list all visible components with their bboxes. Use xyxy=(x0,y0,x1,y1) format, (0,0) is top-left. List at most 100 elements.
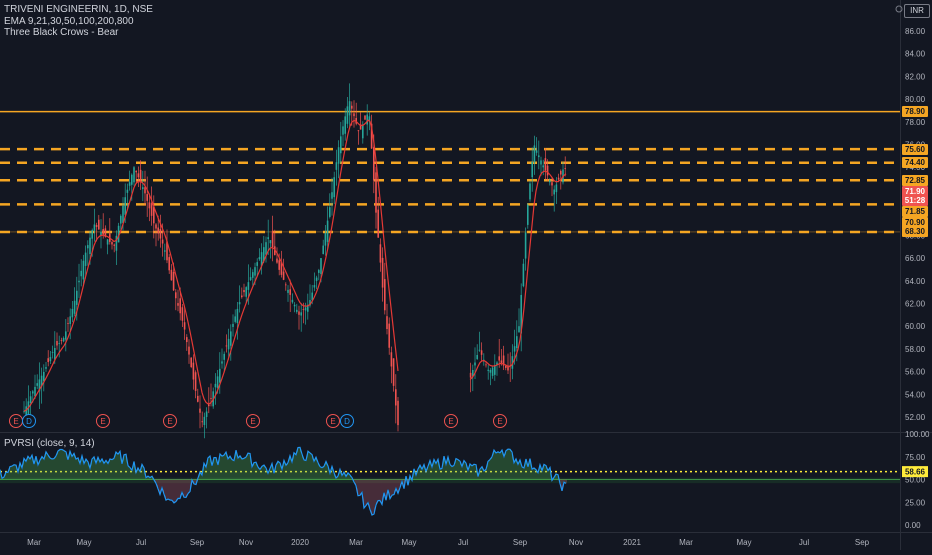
candle-body xyxy=(276,258,278,263)
earnings-marker[interactable]: E xyxy=(163,414,177,428)
candle-body xyxy=(159,228,162,239)
candle-body xyxy=(249,277,252,281)
ema-line xyxy=(23,119,567,412)
marker-label: E xyxy=(330,417,335,426)
candle-body xyxy=(377,209,379,238)
ema-legend[interactable]: EMA 9,21,30,50,100,200,800 xyxy=(4,15,134,27)
candle-body xyxy=(370,123,373,149)
candle-body xyxy=(122,205,124,223)
candle-body xyxy=(520,294,522,334)
time-tick: Sep xyxy=(855,538,870,547)
candle-body xyxy=(87,245,89,249)
candle-body xyxy=(335,162,338,170)
marker-circle xyxy=(96,414,110,428)
candle-body xyxy=(368,116,371,122)
candle-body xyxy=(260,252,263,267)
earnings-marker[interactable]: E xyxy=(246,414,260,428)
dividend-marker[interactable]: D xyxy=(340,414,354,428)
time-tick: Mar xyxy=(27,538,41,547)
candle-body xyxy=(133,167,135,183)
candle-body xyxy=(381,257,384,288)
candle-body xyxy=(472,369,474,377)
candle-body xyxy=(366,114,368,125)
candle-body xyxy=(516,336,518,349)
candle-body xyxy=(164,250,166,252)
time-tick: Nov xyxy=(239,538,253,547)
time-tick: Nov xyxy=(569,538,583,547)
indicator-legend[interactable]: PVRSI (close, 9, 14) xyxy=(4,438,95,449)
candle-body xyxy=(282,271,285,280)
candle-body xyxy=(342,126,344,135)
candle-body xyxy=(478,349,481,351)
price-tick: 66.00 xyxy=(905,254,926,263)
candle-body xyxy=(291,299,294,303)
candle-body xyxy=(285,284,287,286)
price-tick: 86.00 xyxy=(905,27,926,36)
candle-body xyxy=(179,298,181,314)
price-tick: 78.00 xyxy=(905,118,926,127)
candle-body xyxy=(551,182,553,186)
candle-body xyxy=(351,105,353,109)
candle-body xyxy=(78,280,80,283)
time-axis: Mar May Jul Sep Nov 2020 Mar May Jul Sep Nov 2021 Ma… xyxy=(27,538,870,547)
price-tick: 54.00 xyxy=(905,390,926,399)
symbol-title[interactable]: TRIVENI ENGINEERIN, 1D, NSE xyxy=(4,4,153,15)
earnings-marker[interactable]: E xyxy=(326,414,340,428)
marker-label: E xyxy=(448,417,453,426)
time-tick: 2020 xyxy=(291,538,309,547)
candle-body xyxy=(513,346,516,352)
chart-legend: TRIVENI ENGINEERIN, 1D, NSE EMA 9,21,30,… xyxy=(4,4,153,39)
candle-body xyxy=(245,287,247,297)
candle-body xyxy=(359,124,362,130)
time-tick: Sep xyxy=(190,538,205,547)
candle-body xyxy=(161,239,164,244)
price-tick: 80.00 xyxy=(905,95,926,104)
candle-body xyxy=(258,257,261,260)
candle-body xyxy=(113,244,115,246)
pattern-legend[interactable]: Three Black Crows - Bear xyxy=(4,27,119,38)
earnings-marker[interactable]: E xyxy=(493,414,507,428)
gear-icon xyxy=(895,5,903,13)
candle-body xyxy=(25,406,27,416)
candle-body xyxy=(234,316,236,322)
marker-circle xyxy=(493,414,507,428)
marker-label: E xyxy=(100,417,105,426)
candle-body xyxy=(357,130,360,132)
candle-body xyxy=(340,136,342,154)
candle-body xyxy=(311,292,313,301)
candle-body xyxy=(139,169,142,183)
candle-body xyxy=(131,174,133,185)
earnings-marker[interactable]: E xyxy=(9,414,23,428)
currency-badge[interactable]: INR xyxy=(904,4,930,18)
candle-body xyxy=(502,355,505,366)
candle-body xyxy=(322,245,324,254)
osc-level-badge: 58.66 xyxy=(902,466,928,478)
price-tick: 52.00 xyxy=(905,413,926,422)
price-badge: 74.40 xyxy=(902,157,928,169)
candle-body xyxy=(135,170,137,173)
candle-body xyxy=(128,182,131,186)
candle-body xyxy=(267,237,269,240)
earnings-marker[interactable]: E xyxy=(96,414,110,428)
gear-circle xyxy=(895,5,903,13)
candle-body xyxy=(535,150,538,153)
candle-body xyxy=(243,290,245,293)
time-tick: 2021 xyxy=(623,538,641,547)
price-tick: 56.00 xyxy=(905,368,926,377)
candle-body xyxy=(362,124,364,139)
oscillator-pane: 100.00 75.00 50.00 25.00 0.00 58.66 xyxy=(0,430,930,530)
candle-body xyxy=(546,165,549,176)
osc-tick: 50.00 xyxy=(905,476,926,485)
candle-body xyxy=(529,183,531,200)
candle-body xyxy=(324,233,327,246)
candle-body xyxy=(329,207,331,217)
candle-body xyxy=(353,113,355,117)
dividend-marker[interactable]: D xyxy=(22,414,36,428)
candle-body xyxy=(557,177,560,180)
candle-body xyxy=(150,203,153,216)
earnings-marker[interactable]: E xyxy=(444,414,458,428)
candle-body xyxy=(115,235,118,251)
